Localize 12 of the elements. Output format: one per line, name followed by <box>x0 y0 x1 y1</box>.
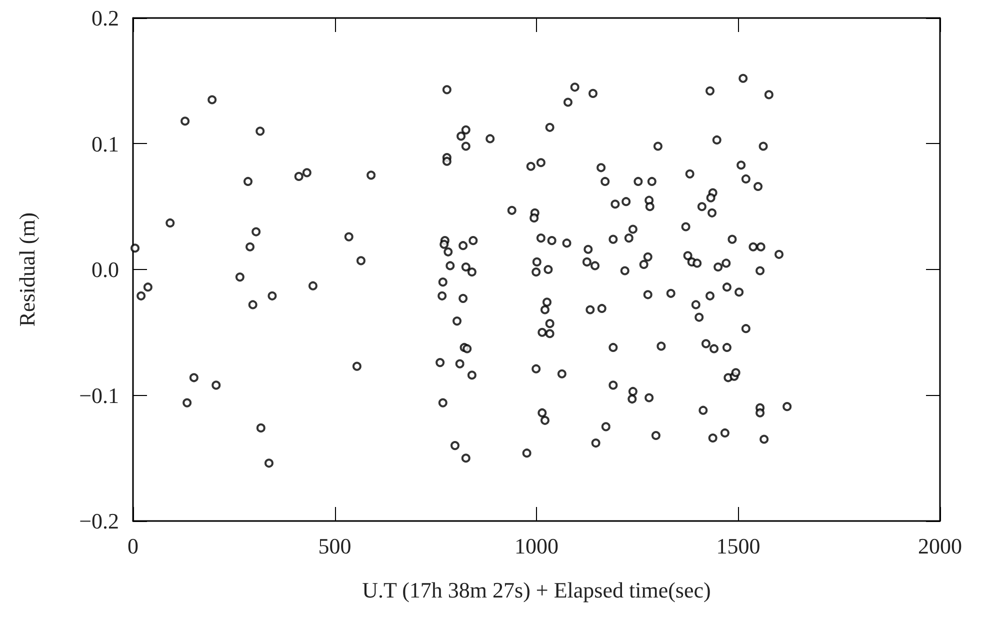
x-tick-label: 500 <box>318 534 352 558</box>
y-tick-label: 0.0 <box>92 257 119 282</box>
x-tick-label: 2000 <box>918 534 962 558</box>
y-axis-title: Residual (m) <box>14 212 40 327</box>
y-tick-label: −0.1 <box>79 382 119 408</box>
y-tick-label: 0.1 <box>92 131 119 156</box>
y-tick-label: −0.2 <box>79 508 119 534</box>
x-tick-label: 1500 <box>716 534 760 558</box>
x-axis-title: U.T (17h 38m 27s) + Elapsed time(sec) <box>362 578 711 602</box>
y-tick-label: 0.2 <box>92 6 119 30</box>
x-tick-label: 1000 <box>514 534 558 558</box>
x-tick-label: 0 <box>128 534 138 558</box>
